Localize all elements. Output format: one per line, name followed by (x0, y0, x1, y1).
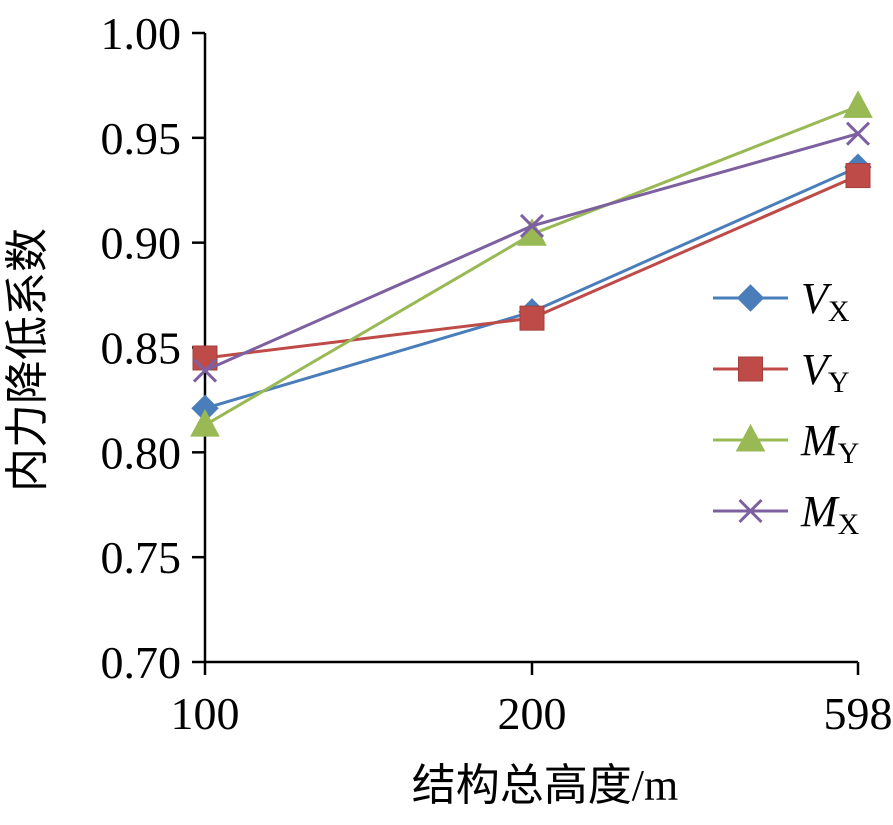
x-tick-label: 100 (171, 688, 240, 739)
legend-label: MX (800, 487, 860, 541)
series-layer (190, 90, 873, 437)
legend-label-main: M (800, 416, 840, 465)
legend-marker (735, 423, 766, 452)
data-point-VY (845, 163, 871, 189)
y-axis-title: 内力降低系数 (3, 228, 52, 492)
legend-label: MY (800, 416, 859, 470)
legend-label-main: M (800, 487, 840, 536)
y-tick-label: 0.90 (101, 218, 182, 269)
series-MX (192, 121, 871, 383)
data-point-MX (845, 121, 871, 146)
legend-label-main: V (801, 345, 833, 394)
series-VY (192, 163, 871, 371)
series-VX (191, 153, 872, 423)
x-tick-label: 200 (498, 688, 567, 739)
legend-item-MY: MY (713, 416, 859, 470)
legend-label-sub: X (828, 295, 850, 328)
data-point-MX (519, 213, 545, 238)
tick-labels: 0.70 0.75 0.80 0.85 0.90 0.95 1.00 100 200 598 (101, 8, 893, 739)
data-point-MY (843, 90, 873, 118)
legend-marker (738, 356, 763, 382)
series-line-MX (204, 132, 859, 372)
y-tick-label: 0.80 (101, 427, 182, 478)
data-point-MY (190, 409, 220, 437)
legend-marker (738, 498, 763, 524)
y-tick-label: 1.00 (101, 8, 182, 59)
legend-label: VY (801, 345, 850, 399)
legend-label-main: V (801, 274, 833, 323)
x-tick-label: 598 (824, 688, 893, 739)
y-tick-label: 0.75 (101, 532, 182, 583)
y-tick-label: 0.70 (101, 637, 182, 688)
x-axis-title: 结构总高度/m (412, 761, 678, 810)
legend-label: VX (801, 274, 850, 328)
legend-item-MX: MX (713, 487, 860, 541)
axes (192, 31, 860, 675)
legend-item-VX: VX (713, 274, 850, 328)
legend-marker (736, 284, 765, 312)
legend-label-sub: Y (838, 437, 860, 470)
data-point-VY (519, 305, 545, 331)
data-point-MX (192, 358, 218, 383)
y-tick-label: 0.95 (101, 113, 182, 164)
legend-label-sub: X (838, 508, 860, 541)
series-MY (190, 90, 873, 437)
legend-item-VY: VY (713, 345, 850, 399)
legend-label-sub: Y (828, 366, 850, 399)
y-tick-label: 0.85 (101, 323, 182, 374)
